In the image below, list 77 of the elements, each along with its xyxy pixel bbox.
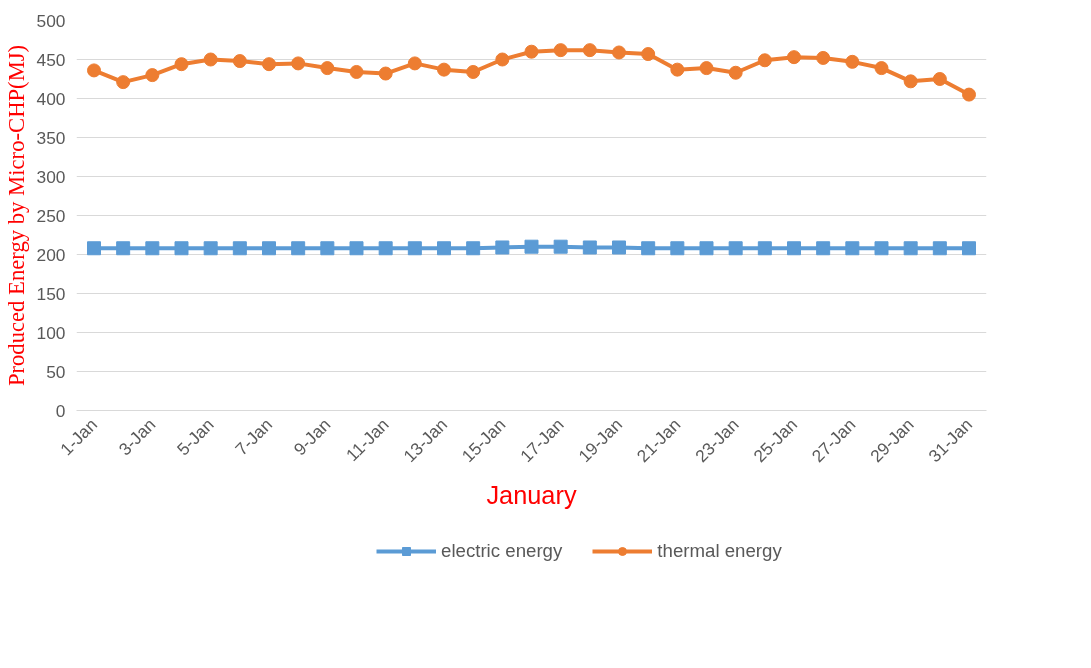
point (612, 45, 626, 60)
point (582, 43, 597, 58)
point (407, 241, 422, 256)
point (932, 72, 947, 86)
point (349, 64, 364, 79)
point (845, 241, 860, 256)
point (203, 241, 218, 256)
point (612, 240, 626, 255)
y-axis-title: Produced Energy by Micro-CHP(MJ) (3, 44, 29, 387)
point (874, 61, 889, 76)
point (553, 43, 568, 58)
point (87, 241, 101, 256)
y-tick-label: 50 (46, 361, 66, 382)
point (641, 47, 656, 62)
point (728, 241, 743, 256)
point (320, 241, 335, 256)
y-tick-label: 350 (36, 127, 66, 148)
point (145, 68, 160, 83)
point (174, 57, 189, 72)
point (670, 62, 685, 77)
x-axis-title: January (486, 481, 577, 510)
y-tick-label: 300 (36, 166, 66, 187)
point (495, 52, 510, 67)
point (524, 44, 539, 59)
point (232, 54, 247, 69)
point (407, 56, 422, 71)
point (816, 241, 831, 256)
y-tick-label: 150 (36, 283, 66, 304)
point (816, 50, 831, 65)
point (641, 241, 656, 256)
y-tick-label: 0 (55, 400, 66, 421)
y-tick-label: 450 (36, 49, 66, 70)
point (262, 241, 276, 256)
point (699, 241, 714, 256)
point (378, 66, 393, 81)
point (466, 64, 481, 79)
legend-label: electric energy (441, 540, 563, 562)
point (437, 241, 451, 256)
point (291, 56, 306, 71)
point (174, 241, 189, 256)
point (787, 50, 801, 65)
point (524, 239, 539, 254)
point (582, 240, 597, 255)
point (670, 241, 685, 256)
point (757, 53, 772, 68)
point (349, 241, 364, 256)
point (903, 74, 918, 89)
point (232, 241, 247, 256)
point (145, 241, 160, 256)
point (320, 61, 335, 76)
point (553, 239, 568, 254)
point (932, 241, 947, 256)
legend-label: thermal energy (657, 540, 782, 562)
y-tick-label: 250 (36, 205, 66, 226)
point (757, 241, 772, 256)
point (87, 63, 101, 78)
point (728, 65, 743, 80)
y-tick-label: 100 (36, 322, 66, 343)
point (262, 57, 276, 72)
point (116, 75, 131, 90)
point (437, 62, 451, 77)
point (203, 52, 218, 67)
point (291, 241, 306, 256)
y-tick-label: 500 (36, 10, 66, 31)
point (699, 61, 714, 76)
y-tick-label: 400 (36, 88, 66, 109)
point (787, 241, 801, 256)
point (466, 241, 481, 256)
point (962, 241, 976, 256)
point (378, 241, 393, 256)
point (962, 87, 976, 102)
y-tick-label: 200 (36, 244, 66, 265)
point (903, 241, 918, 256)
point (495, 240, 510, 255)
point (845, 54, 860, 69)
point (116, 241, 131, 256)
point (874, 241, 889, 256)
